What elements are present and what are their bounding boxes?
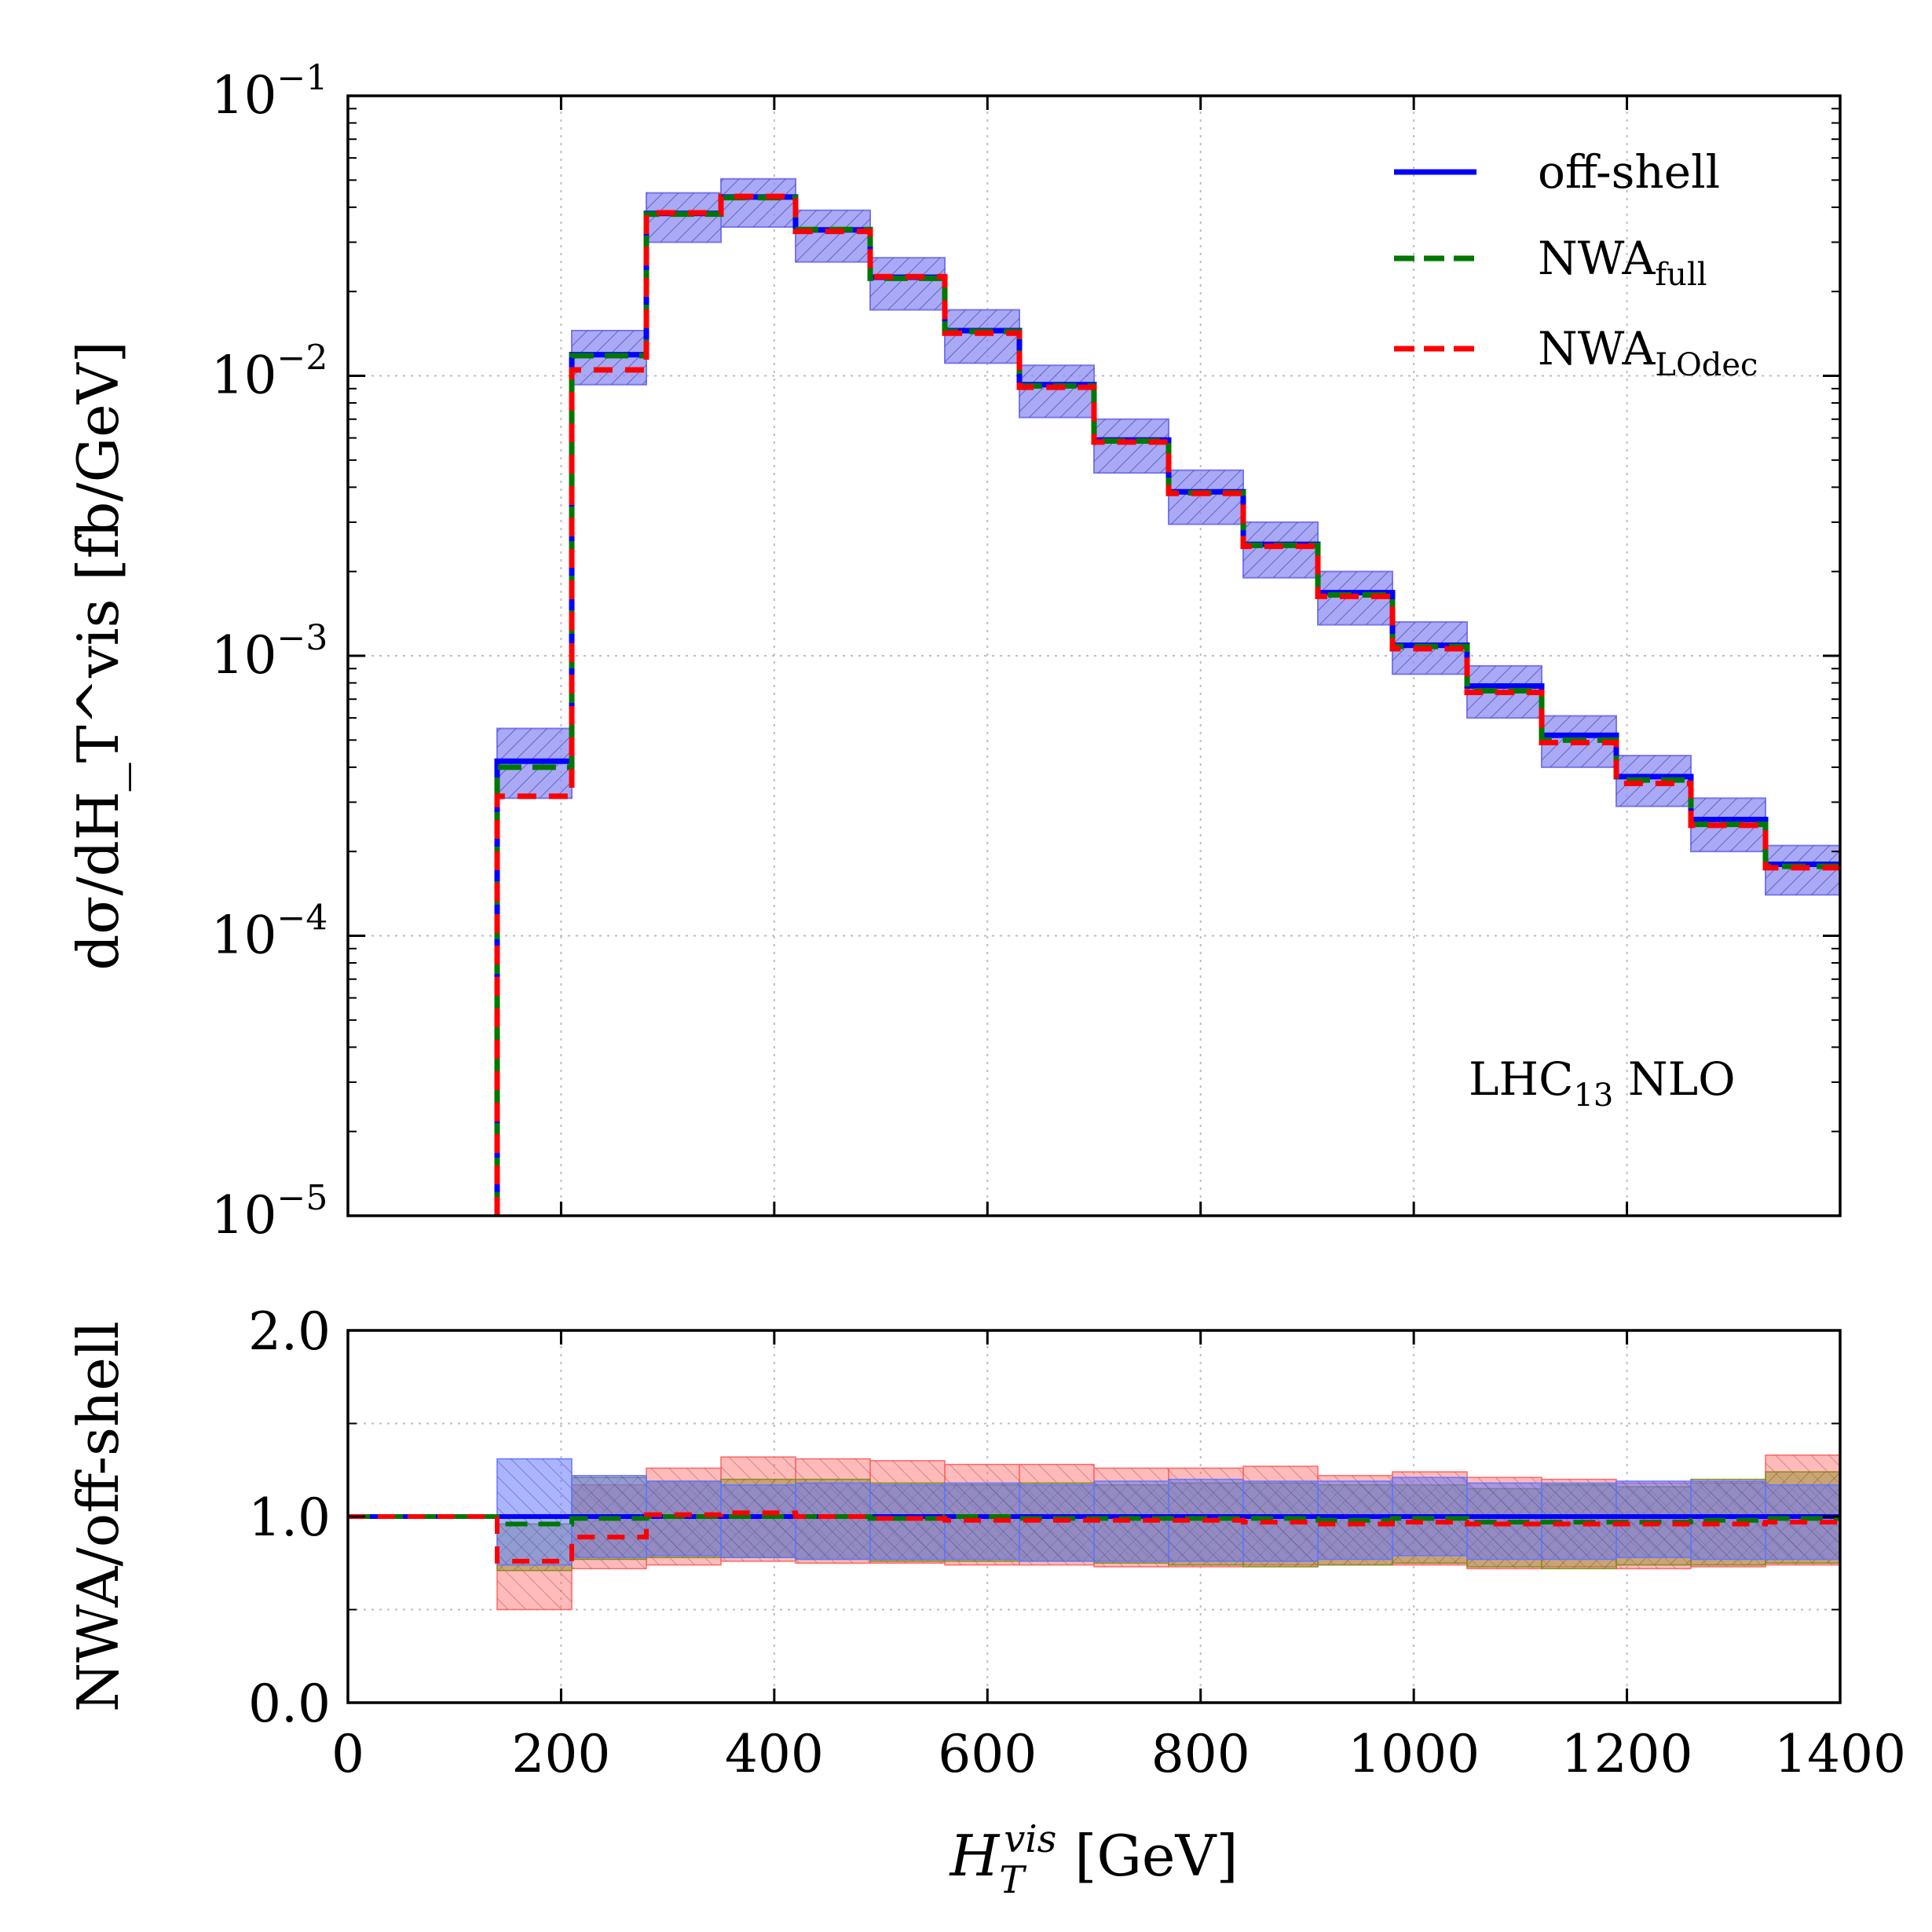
ratio-band-hatch — [721, 1484, 796, 1558]
main-y-tick-label: 10−4 — [211, 898, 328, 966]
main-line-nwa-lodec — [494, 193, 1840, 1216]
main-band-hatch — [1094, 419, 1169, 474]
ratio-y-tick-label: 2.0 — [248, 1301, 331, 1362]
x-axis-title: HTvis [GeV] — [948, 1817, 1238, 1902]
main-y-tick-label: 10−3 — [211, 618, 328, 686]
x-tick-label: 400 — [725, 1724, 824, 1784]
main-bands — [496, 177, 1841, 896]
main-band-hatch — [646, 192, 721, 243]
legend: off-shell NWAfull NWALOdec — [1394, 145, 1758, 383]
x-tick-label: 1000 — [1348, 1724, 1480, 1784]
x-tick-label: 200 — [511, 1724, 610, 1784]
main-y-tick-label: 10−1 — [211, 58, 328, 126]
annotation-lhc13-nlo: LHC13 NLO — [1469, 1052, 1736, 1114]
ratio-band-hatch — [497, 1564, 572, 1610]
ratio-y-tick-label: 0.0 — [248, 1674, 331, 1734]
main-band-hatch — [1243, 521, 1318, 578]
ratio-band-hatch — [1616, 1480, 1691, 1558]
ratio-band-hatch — [870, 1484, 945, 1560]
main-y-axis-title: dσ/dH_T^vis [fb/GeV] — [65, 341, 131, 971]
ratio-line-nwa-lodec — [348, 1510, 1840, 1564]
main-ticks: 10−5 10−4 10−3 10−2 10−1 — [211, 58, 1842, 1246]
legend-label-nwa-full: NWAfull — [1538, 232, 1707, 293]
x-tick-label: 0 — [331, 1724, 364, 1784]
ratio-band-hatch — [497, 1458, 572, 1565]
ratio-lines — [348, 1510, 1840, 1564]
ratio-panel: 0 200 400 600 800 1000 1200 1400 0.0 1.0 2.0 NWA/o… — [65, 1301, 1906, 1902]
x-tick-label: 600 — [938, 1724, 1037, 1784]
main-band-hatch — [870, 258, 945, 310]
main-y-tick-label: 10−2 — [211, 338, 328, 406]
ratio-band-hatch — [1019, 1484, 1094, 1561]
main-band-hatch — [796, 210, 870, 262]
main-band-hatch — [1019, 365, 1094, 418]
x-tick-label: 1400 — [1774, 1724, 1906, 1784]
main-panel: 10−5 10−4 10−3 10−2 10−1 dσ/dH_T^vis [fb/GeV… — [65, 58, 1842, 1246]
ratio-bands — [496, 1454, 1841, 1611]
ratio-band-hatch — [796, 1483, 870, 1560]
main-band-hatch — [1169, 470, 1243, 525]
legend-label-off-shell: off-shell — [1538, 145, 1720, 199]
ratio-plot-frame — [346, 1329, 1842, 1704]
legend-label-nwa-lodec: NWALOdec — [1538, 322, 1758, 383]
main-y-tick-label: 10−5 — [211, 1178, 328, 1246]
main-band-hatch — [721, 178, 796, 228]
main-plot-frame — [346, 94, 1842, 1217]
main-lines — [494, 193, 1840, 1216]
ratio-ticks: 0 200 400 600 800 1000 1200 1400 0.0 1.0 2.0 — [248, 1301, 1906, 1784]
ratio-y-axis-title: NWA/off-shell — [65, 1321, 131, 1712]
x-tick-label: 1200 — [1561, 1724, 1693, 1784]
x-tick-label: 800 — [1151, 1724, 1250, 1784]
main-band-hatch — [945, 309, 1019, 364]
ratio-y-tick-label: 1.0 — [248, 1487, 331, 1548]
